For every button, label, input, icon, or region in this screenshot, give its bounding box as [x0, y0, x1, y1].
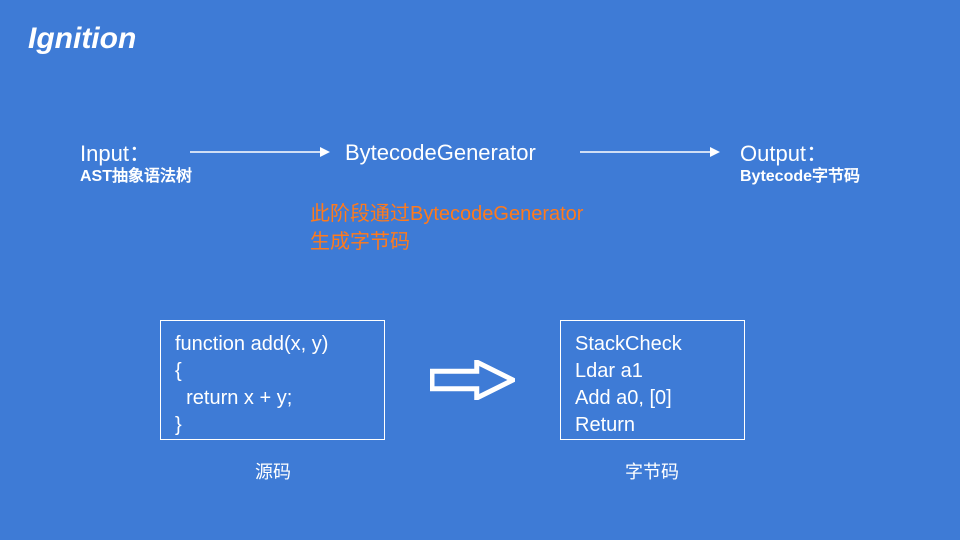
arrow-input-to-center [190, 142, 330, 162]
note-line-1: 此阶段通过BytecodeGenerator [310, 203, 583, 225]
note-line-2: 生成字节码 [310, 231, 410, 253]
source-code-box: function add(x, y) { return x + y; } [160, 320, 385, 440]
stage-note: 此阶段通过BytecodeGenerator 生成字节码 [310, 200, 583, 256]
input-sublabel: AST抽象语法树 [80, 162, 192, 186]
bytecode-box: StackCheck Ldar a1 Add a0, [0] Return [560, 320, 745, 440]
output-sublabel: Bytecode字节码 [740, 162, 860, 186]
page-title: Ignition [28, 22, 136, 56]
source-caption: 源码 [255, 458, 291, 484]
bytecode-caption: 字节码 [625, 458, 679, 484]
arrow-center-to-output [580, 142, 720, 162]
big-arrow-icon [430, 360, 515, 400]
center-label: BytecodeGenerator [345, 140, 536, 166]
